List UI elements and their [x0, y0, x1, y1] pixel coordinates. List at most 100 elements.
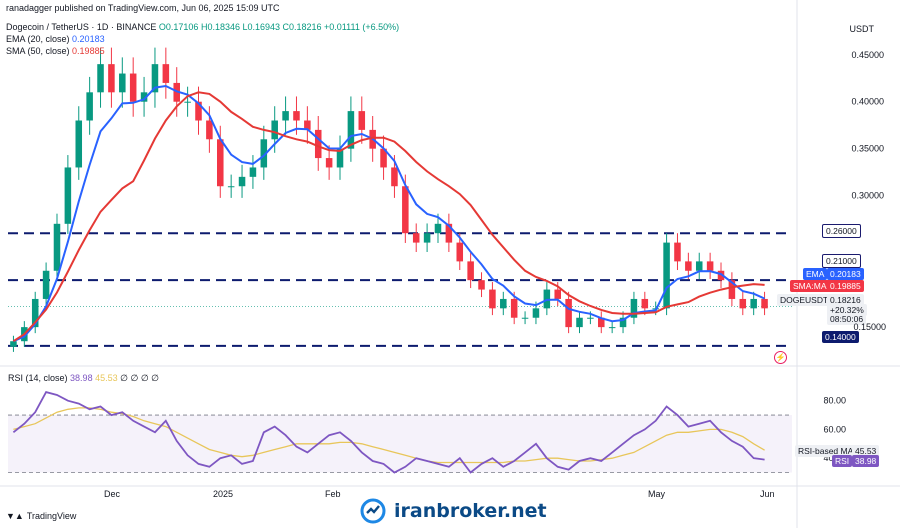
candle-body — [489, 289, 496, 309]
rsi-ma-line — [13, 407, 765, 464]
broker-logo-icon — [360, 498, 386, 524]
rsi-legend[interactable]: RSI (14, close) 38.98 45.53 ∅ ∅ ∅ ∅ — [8, 373, 159, 384]
time-tick-label: Dec — [104, 489, 121, 499]
candle-body — [728, 280, 736, 299]
candle-body — [402, 186, 409, 234]
candle-body — [358, 111, 366, 130]
candle-body — [271, 120, 278, 140]
candle-body — [761, 298, 768, 309]
candle-body — [641, 298, 649, 309]
candle-body — [576, 317, 583, 328]
ema-legend-label: EMA (20, close) — [6, 34, 70, 44]
rsi-legend-label: RSI (14, close) — [8, 373, 68, 383]
ema-legend[interactable]: EMA (20, close) 0.20183 — [6, 34, 105, 44]
level-015-label: 0.15000 — [853, 322, 886, 332]
ema-tag-label: EMA — [803, 268, 828, 280]
candle-body — [521, 317, 529, 319]
candle-body — [467, 261, 474, 281]
rsi-legend-rest: ∅ ∅ ∅ ∅ — [120, 373, 160, 383]
candle-body — [608, 327, 616, 329]
sma-legend[interactable]: SMA (50, close) 0.19885 — [6, 46, 105, 56]
rsi-tag-label: RSI — [832, 455, 853, 467]
candle-body — [227, 186, 235, 188]
candle-body — [663, 242, 670, 309]
candle-body — [184, 101, 191, 103]
candle-body — [630, 298, 638, 318]
candle-body — [108, 64, 115, 93]
rsi-band — [8, 415, 792, 473]
candle-body — [140, 92, 148, 102]
rsi-tag-value: 38.98 — [852, 455, 880, 467]
price-tick-label: 0.45000 — [851, 50, 884, 60]
candle-body — [53, 223, 61, 271]
price-tag: 0.18216 — [827, 294, 864, 306]
timer-tag: 08:50:06 — [827, 313, 867, 325]
candle-body — [314, 129, 322, 159]
symbol-tag: DOGEUSDT — [777, 294, 832, 306]
time-tick-label: 2025 — [213, 489, 233, 499]
candle-body — [619, 317, 627, 328]
candle-body — [119, 73, 126, 93]
candle-body — [598, 317, 605, 328]
currency-label: USDT — [849, 24, 875, 34]
candle-body — [97, 64, 104, 93]
watermark: iranbroker.net — [360, 498, 547, 524]
symbol-line: Dogecoin / TetherUS · 1D · BINANCE O0.17… — [6, 22, 399, 32]
time-tick-label: Jun — [760, 489, 775, 499]
tv-icon: ▼▲ — [6, 511, 24, 521]
candle-body — [151, 64, 159, 93]
candle-body — [31, 298, 39, 328]
candle-body — [554, 289, 561, 299]
candle-body — [282, 111, 289, 121]
candle-body — [129, 73, 137, 102]
candle-body — [42, 270, 50, 299]
candle-body — [695, 261, 703, 271]
sma-tag-value: 0.19885 — [827, 280, 864, 292]
candle-body — [249, 167, 257, 177]
watermark-text: iranbroker.net — [394, 500, 547, 522]
ema-legend-value: 0.20183 — [72, 34, 105, 44]
rsi-legend-v1: 38.98 — [70, 373, 93, 383]
candle-body — [293, 111, 300, 121]
candle-body — [478, 280, 485, 290]
candle-body — [347, 111, 355, 149]
candle-body — [238, 176, 246, 187]
rsi-tick-label: 80.00 — [823, 396, 846, 406]
candle-body — [206, 120, 213, 140]
candle-body — [434, 223, 442, 234]
time-tick-label: May — [648, 489, 666, 499]
candle-body — [10, 341, 17, 347]
candle-body — [739, 298, 747, 309]
price-tick-label: 0.30000 — [851, 191, 884, 201]
candle-body — [456, 242, 464, 262]
ema-line — [13, 84, 766, 343]
published-line: ranadagger published on TradingView.com,… — [6, 3, 280, 13]
lightning-icon[interactable]: ⚡ — [774, 351, 787, 364]
candle-body — [674, 242, 681, 262]
price-tick-label: 0.35000 — [851, 144, 884, 154]
candle-body — [423, 233, 431, 243]
candle-body — [532, 308, 540, 318]
candle-body — [195, 101, 202, 121]
rsi-ma-tag-value: 45.53 — [852, 445, 880, 457]
candle-body — [325, 158, 333, 168]
sma-tag-label: SMA:MA — [790, 280, 830, 292]
candle-body — [304, 120, 311, 130]
level-026-tag: 0.26000 — [822, 224, 861, 238]
price-tick-label: 0.40000 — [851, 97, 884, 107]
candle-body — [587, 317, 594, 319]
candle-body — [380, 148, 387, 168]
candle-body — [445, 223, 453, 243]
tradingview-brand: TradingView — [26, 511, 77, 521]
candle-body — [706, 261, 714, 271]
candle-body — [412, 233, 420, 243]
candle-body — [717, 270, 725, 281]
candle-body — [565, 298, 572, 328]
candle-body — [217, 139, 224, 187]
sma-legend-label: SMA (50, close) — [6, 46, 70, 56]
tradingview-logo[interactable]: ▼▲ TradingView — [6, 511, 76, 521]
candle-body — [336, 148, 344, 168]
candle-body — [391, 167, 398, 187]
